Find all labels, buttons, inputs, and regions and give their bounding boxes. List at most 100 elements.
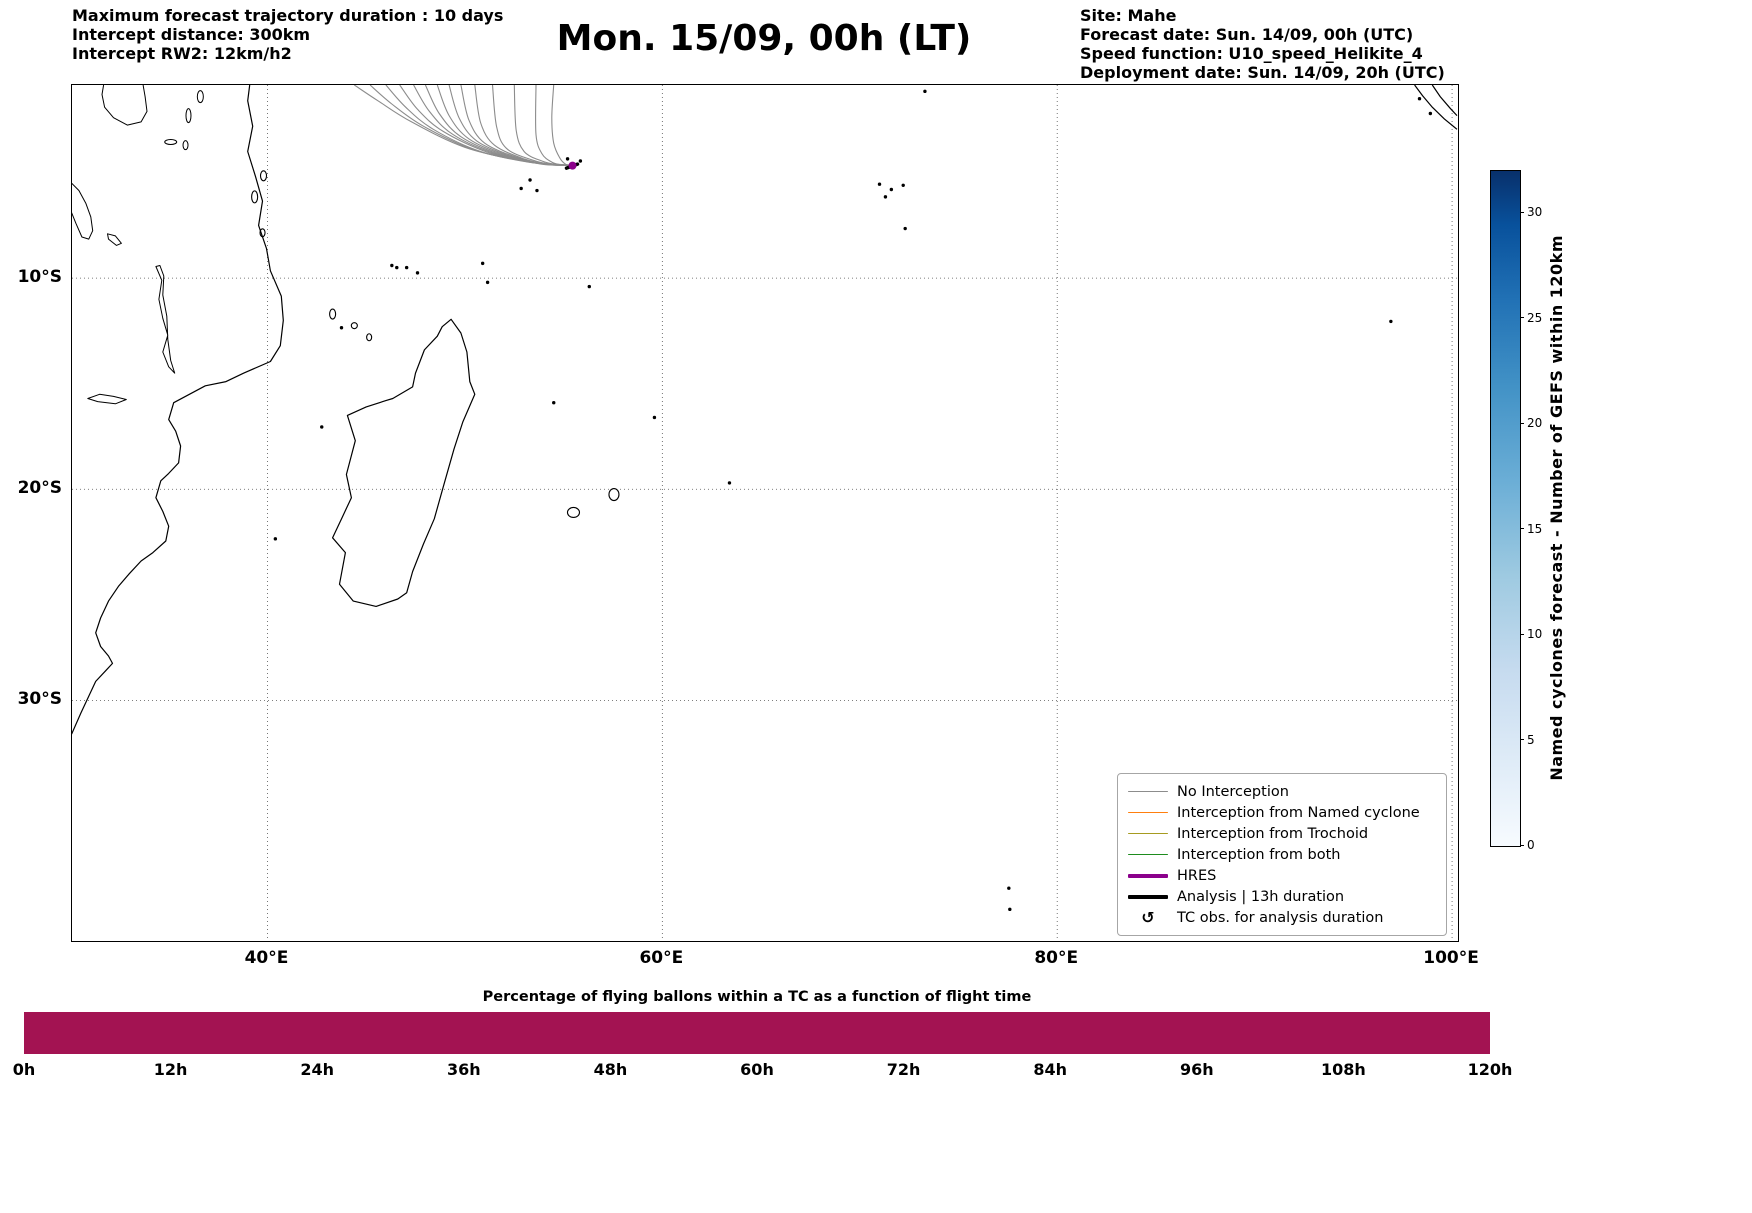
madagascar-coastline: [332, 318, 476, 607]
legend-label: Interception from Named cyclone: [1177, 804, 1420, 821]
map-canvas: [72, 85, 1458, 941]
legend-item: HRES: [1128, 865, 1436, 886]
legend-item: Analysis | 13h duration: [1128, 886, 1436, 907]
site-text: Site: Mahe: [1080, 6, 1177, 25]
legend-line-sample: [1128, 832, 1168, 835]
island-dot: [535, 188, 539, 193]
lake-rukwa: [107, 233, 122, 246]
small-lake: [164, 138, 178, 145]
site-info: Site: Mahe Forecast date: Sun. 14/09, 00…: [1080, 6, 1445, 82]
lake-cahora-bassa: [87, 393, 127, 405]
island-dot: [1389, 319, 1393, 324]
map-legend: No Interception Interception from Named c…: [1117, 773, 1447, 936]
legend-line-sample: [1128, 790, 1168, 793]
small-lake: [182, 140, 189, 151]
island-dot: [528, 178, 532, 182]
small-lake: [196, 90, 204, 104]
intercept-rw2-text: Intercept RW2: 12km/h2: [72, 44, 292, 63]
flight-time-tick-label: 84h: [1033, 1060, 1068, 1079]
flight-time-bar-chart: [24, 1012, 1490, 1054]
flight-time-tick-label: 24h: [300, 1060, 335, 1079]
legend-item: ↺ TC obs. for analysis duration: [1128, 907, 1436, 928]
legend-line: [1128, 894, 1168, 899]
flight-time-tick-label: 36h: [446, 1060, 481, 1079]
island-outline: [251, 190, 259, 204]
island-dot: [901, 183, 905, 187]
island-dot: [1007, 886, 1011, 890]
island-outline: [329, 308, 337, 320]
island-outline: [259, 228, 266, 238]
trajectory-14: [551, 85, 573, 166]
island-dot: [320, 425, 324, 429]
legend-line: [1128, 832, 1168, 835]
flight-time-tick-label: 48h: [593, 1060, 628, 1079]
africa-coastline: [72, 85, 284, 735]
max-duration-text: Maximum forecast trajectory duration : 1…: [72, 6, 504, 25]
hres-marker: [568, 161, 577, 170]
legend-label: Interception from Trochoid: [1177, 825, 1369, 842]
flight-time-tick-label: 12h: [153, 1060, 188, 1079]
lake-tanganyika: [72, 182, 94, 240]
y-tick-label: 30°S: [17, 689, 62, 710]
trajectory-09: [460, 85, 573, 166]
legend-label: TC obs. for analysis duration: [1177, 909, 1384, 926]
legend-line-sample: [1128, 873, 1168, 878]
trajectory-03: [385, 85, 573, 166]
island-dot: [578, 159, 583, 163]
island-dot: [339, 326, 344, 330]
x-tick-label: 100°E: [1423, 948, 1479, 968]
tc-percentage-bar: [24, 1012, 1490, 1054]
legend-line-sample: [1128, 894, 1168, 899]
island-dot: [395, 265, 399, 270]
island-dot: [1417, 97, 1422, 101]
sumatra-coastline: [1431, 85, 1458, 117]
forecast-parameters: Maximum forecast trajectory duration : 1…: [72, 6, 503, 63]
lake-victoria: [101, 85, 148, 126]
island-outline: [566, 506, 581, 519]
island-dot: [903, 226, 907, 231]
trajectory-08: [448, 85, 573, 166]
intercept-distance-text: Intercept distance: 300km: [72, 25, 311, 44]
island-dot: [883, 195, 888, 199]
colorbar: [1490, 170, 1521, 847]
legend-line-sample: [1128, 853, 1168, 856]
sumatra-coastline: [1414, 85, 1458, 130]
legend-item: No Interception: [1128, 781, 1436, 802]
y-tick-label: 10°S: [17, 267, 62, 288]
island-dot: [727, 481, 732, 485]
island-dot: [652, 415, 657, 420]
legend-label: No Interception: [1177, 783, 1289, 800]
island-dot: [390, 263, 394, 268]
flight-time-tick-label: 108h: [1320, 1060, 1366, 1079]
colorbar-label: Named cyclones forecast - Number of GEFS…: [1534, 170, 1578, 845]
island-dot: [1008, 907, 1012, 912]
island-dot: [1428, 111, 1433, 116]
forecast-date-text: Forecast date: Sun. 14/09, 00h (UTC): [1080, 25, 1414, 44]
island-dot: [565, 157, 570, 161]
legend-line: [1128, 873, 1168, 878]
island-dot: [519, 186, 523, 191]
trajectory-map: No Interception Interception from Named c…: [71, 84, 1459, 942]
flight-time-tick-label: 72h: [886, 1060, 921, 1079]
lake-malawi: [155, 265, 176, 374]
island-outline: [608, 487, 620, 502]
flight-time-axis: 0h 12h 24h 36h 48h 60h 72h 84h 96h 108h 120h: [13, 1060, 1513, 1080]
legend-line-sample: [1128, 811, 1168, 814]
island-dot: [485, 280, 490, 285]
flight-time-tick-label: 60h: [740, 1060, 774, 1079]
trajectory-12: [513, 85, 573, 166]
bottom-chart-title: Percentage of flying ballons within a TC…: [482, 989, 1032, 1005]
legend-label: Analysis | 13h duration: [1177, 888, 1345, 905]
legend-label: Interception from both: [1177, 846, 1341, 863]
legend-line: [1128, 790, 1168, 793]
y-tick-label: 20°S: [17, 478, 62, 499]
x-tick-label: 60°E: [639, 948, 684, 968]
island-dot: [587, 284, 591, 289]
island-dot: [480, 261, 485, 266]
island-outline: [259, 170, 268, 182]
legend-item: Interception from Named cyclone: [1128, 802, 1436, 823]
island-dot: [552, 401, 556, 405]
island-dot: [923, 89, 927, 94]
colorbar-label-text: Named cyclones forecast - Number of GEFS…: [1546, 234, 1566, 781]
island-outline: [366, 333, 373, 342]
